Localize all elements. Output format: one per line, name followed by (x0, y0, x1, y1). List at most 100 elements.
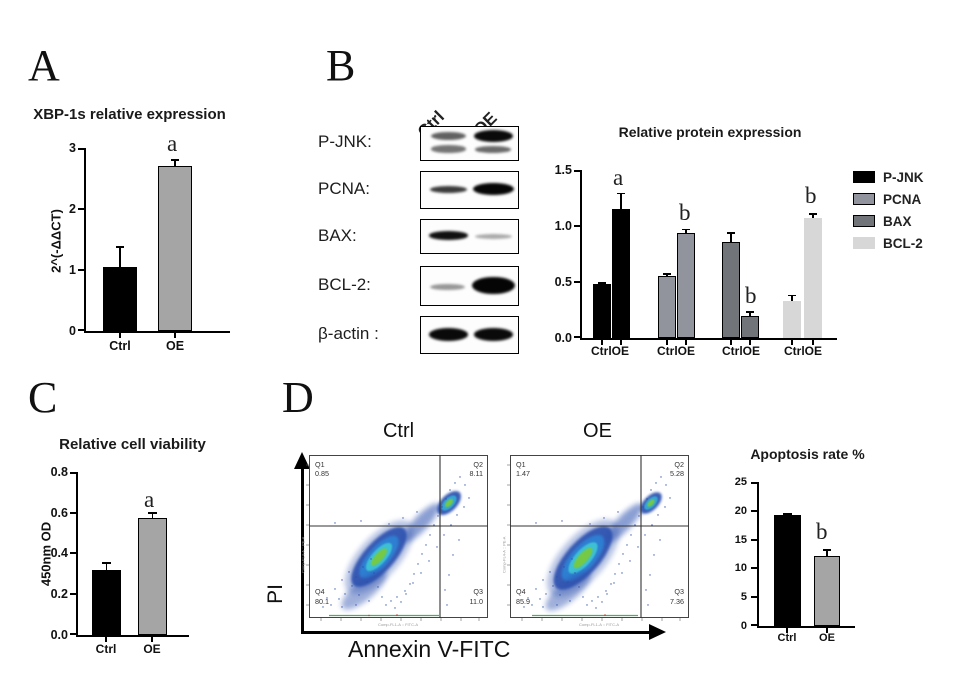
bar-slot-bax-oe (741, 170, 759, 338)
quadrant-value: 11.0 (470, 597, 483, 606)
x-tick-label: Ctrl (777, 632, 797, 644)
y-tick (751, 539, 757, 541)
y-tick (70, 512, 76, 514)
x-axis (580, 338, 837, 340)
y-tick (574, 225, 580, 227)
x-tick (749, 340, 751, 345)
error-bar (171, 159, 179, 167)
flow-axis-ticks (507, 464, 681, 621)
flow-plot-title-ctrl: Ctrl (382, 420, 415, 442)
y-tick (70, 472, 76, 474)
y-tick-label: 15 (734, 534, 747, 546)
group-label: CtrlOE (783, 344, 822, 358)
blot-box-bactin (420, 316, 519, 354)
y-tick (751, 567, 757, 569)
quadrant-label: Q4 (516, 587, 526, 596)
panel-a-letter: A (28, 41, 60, 90)
quadrant-labels: Q1 1.47 Q2 5.28 Q4 85.9 Q3 7.36 (516, 460, 684, 606)
flow-plot-ctrl: Q1 0.85 Q2 8.11 Q4 80.1 Q3 11.0 Comp-FL1… (301, 455, 488, 627)
legend-label: BCL-2 (883, 236, 923, 251)
bar (783, 301, 801, 338)
blot-band (473, 183, 515, 196)
panel-c-title: Relative cell viability (59, 436, 206, 453)
y-tick (751, 482, 757, 484)
bar-slot-bax-ctrl (722, 170, 740, 338)
bar-oe (158, 166, 192, 331)
blot-band (475, 233, 513, 239)
x-tick (174, 333, 176, 338)
panel-b-plot: 1.5 1.0 0.5 0.0 (555, 163, 837, 358)
x-tick (105, 637, 107, 642)
blot-row-label: BCL-2: (318, 275, 371, 294)
bar-slot-pcna-oe (677, 170, 695, 338)
bar (804, 218, 822, 338)
y-tick (574, 281, 580, 283)
flow-axis-ticks (306, 464, 480, 621)
bar (612, 209, 630, 338)
annexin-axis-line (301, 631, 651, 634)
y-tick-label: 1.0 (554, 219, 572, 233)
x-tick (812, 340, 814, 345)
bar-slot-ctrl (774, 482, 801, 626)
error-bar (823, 549, 831, 556)
blot-band (472, 276, 516, 295)
group-label: CtrlOE (590, 344, 629, 358)
x-tick-label: OE (143, 642, 161, 656)
x-tick (786, 628, 788, 633)
y-tick-label: 1 (69, 263, 76, 277)
blot-row-label: P-JNK: (318, 132, 372, 151)
quadrant-labels: Q1 0.85 Q2 8.11 Q4 80.1 Q3 11.0 (315, 460, 483, 606)
significance-label: b (679, 200, 691, 225)
x-tick (666, 340, 668, 345)
x-tick (730, 340, 732, 345)
legend-swatch (853, 193, 875, 205)
y-tick (574, 336, 580, 338)
legend-label: BAX (883, 214, 912, 229)
flow-x-axis-caption: Comp-FL1-A :: FITC-A (378, 622, 418, 627)
legend-label: P-JNK (883, 170, 924, 185)
panel-a-plot: 3 2 1 0 Ctrl OE (69, 141, 230, 353)
y-tick (70, 633, 76, 635)
error-bar (783, 513, 791, 516)
x-axis (84, 331, 230, 333)
y-tick-label: 0.2 (50, 587, 68, 601)
quadrant-label: Q1 (315, 460, 325, 469)
pi-axis-label: PI (263, 584, 287, 604)
y-axis (757, 482, 759, 626)
bar (741, 315, 759, 338)
y-tick (78, 208, 84, 210)
y-tick-label: 0 (69, 324, 76, 338)
flow-y-axis-caption: Comp-FL4-A :: PE-A (301, 536, 306, 573)
blot-band (428, 328, 468, 341)
x-axis (76, 635, 189, 637)
quadrant-value: 80.1 (315, 597, 329, 606)
flow-plot-title-oe: OE (583, 420, 612, 442)
y-tick-label: 0.8 (50, 465, 68, 479)
panel-c-plot: 0.8 0.6 0.4 0.2 0.0 Ctrl OE (51, 465, 189, 656)
blot-band (429, 283, 465, 291)
apoptosis-chart-title: Apoptosis rate % (750, 446, 865, 462)
y-tick (751, 596, 757, 598)
significance-label: a (144, 487, 155, 512)
bar-oe (138, 517, 167, 635)
error-bar (746, 311, 754, 316)
bar (722, 241, 740, 338)
quadrant-value: 5.28 (670, 469, 684, 478)
bar-slot-bcl2-ctrl (783, 170, 801, 338)
error-bar (148, 511, 156, 518)
bar-slot-oe (158, 148, 192, 331)
blot-band (474, 130, 514, 143)
bar-slot-pcna-ctrl (658, 170, 676, 338)
error-bar (116, 246, 124, 267)
bar-oe (814, 555, 840, 626)
blot-band (429, 186, 467, 194)
significance-label: b (805, 183, 817, 208)
y-tick-label: 20 (734, 505, 747, 517)
y-tick (78, 148, 84, 150)
panel-b-chart-title: Relative protein expression (618, 124, 802, 140)
y-tick-label: 0.0 (554, 331, 572, 345)
flow-x-axis-caption: Comp-FL1-A :: FITC-A (579, 622, 619, 627)
x-tick (685, 340, 687, 345)
blot-row-label: β-actin : (318, 324, 379, 343)
error-bar (663, 273, 671, 277)
